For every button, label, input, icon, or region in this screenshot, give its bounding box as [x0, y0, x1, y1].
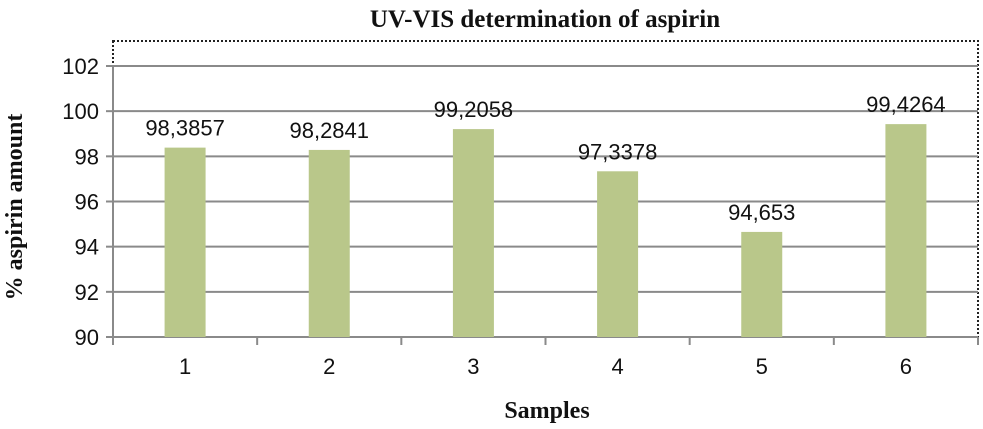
- y-tick-label: 96: [75, 190, 99, 215]
- y-axis-title: % aspirin amount: [2, 114, 28, 301]
- data-label: 98,3857: [145, 116, 225, 141]
- y-tick-label: 92: [75, 280, 99, 305]
- bars: [164, 124, 927, 337]
- y-tick-label: 102: [62, 54, 99, 79]
- data-label: 97,3378: [578, 139, 658, 164]
- y-tick-label: 100: [62, 99, 99, 124]
- x-tick-label: 2: [323, 354, 335, 379]
- y-tick-label: 98: [75, 144, 99, 169]
- bar-sample-6: [885, 124, 927, 337]
- x-tick-label: 3: [467, 354, 479, 379]
- data-label: 98,2841: [289, 118, 369, 143]
- bar-sample-4: [597, 171, 639, 337]
- x-tick-label: 1: [179, 354, 191, 379]
- bar-sample-3: [452, 129, 494, 337]
- bar-sample-1: [164, 147, 206, 337]
- chart-title: UV-VIS determination of aspirin: [370, 6, 720, 33]
- data-labels: 98,3857 98,2841 99,2058 97,3378 94,653 99,426…: [145, 92, 945, 225]
- x-tick-label: 6: [900, 354, 912, 379]
- data-label: 94,653: [728, 200, 795, 225]
- x-tick-label: 5: [756, 354, 768, 379]
- data-label: 99,4264: [866, 92, 946, 117]
- x-axis-title: Samples: [504, 398, 589, 424]
- y-tick-label: 90: [75, 325, 99, 350]
- bar-sample-2: [308, 149, 350, 337]
- x-tick-label: 4: [611, 354, 623, 379]
- y-tick-label: 94: [75, 235, 99, 260]
- axes: 90 92 94 96 98 100 102 1 2 3 4 5 6: [62, 54, 979, 379]
- data-label: 99,2058: [434, 97, 514, 122]
- bar-sample-5: [741, 231, 783, 337]
- gridlines: [113, 65, 978, 293]
